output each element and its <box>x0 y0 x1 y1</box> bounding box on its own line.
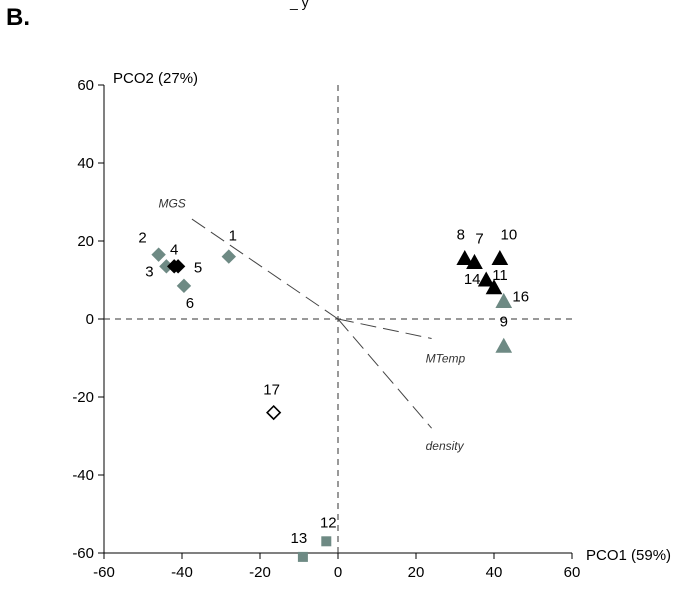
y-tick-label: 0 <box>86 311 94 328</box>
point-label: 9 <box>500 313 508 330</box>
square-point <box>321 536 332 547</box>
cropped-caption-text: _ y <box>290 0 309 10</box>
diamond-point <box>170 259 186 274</box>
triangle-point <box>456 250 474 266</box>
point-label: 7 <box>475 230 483 247</box>
diamond-point <box>221 249 237 264</box>
y-tick-label: -60 <box>72 545 94 562</box>
cropped-caption-fragment: _ y <box>0 0 691 10</box>
x-tick-label: -60 <box>93 564 115 581</box>
y-tick-label: -20 <box>72 389 94 406</box>
point-label: 3 <box>145 263 153 280</box>
vector-lines: MGS MTemp density <box>158 197 465 454</box>
x-tick-label: 60 <box>564 564 581 581</box>
diamond-point <box>266 404 282 421</box>
vector-label: MTemp <box>426 352 466 366</box>
triangle-point <box>485 279 503 295</box>
point-label: 11 <box>492 267 508 284</box>
x-tick-label: -20 <box>249 564 271 581</box>
y-tick-label: 20 <box>77 233 94 250</box>
axes: -60 -40 -20 0 20 40 60 60 40 20 0 -20 -40 -60 <box>72 77 580 581</box>
vector-line <box>189 217 339 320</box>
x-axis-title: PCO1 (59%) <box>586 547 671 564</box>
panel-label: B. <box>6 4 30 31</box>
point-label: 13 <box>291 530 308 547</box>
triangle-point <box>495 337 513 353</box>
vector-label: MGS <box>158 197 185 211</box>
point-label: 12 <box>320 514 337 531</box>
point-label: 4 <box>170 241 178 258</box>
x-tick-label: 40 <box>486 564 503 581</box>
y-tick-label: 60 <box>77 77 94 94</box>
point-label: 10 <box>501 227 518 244</box>
vector-line <box>337 318 432 429</box>
point-label: 5 <box>194 259 202 276</box>
y-tick-label: 40 <box>77 155 94 172</box>
point-label: 16 <box>512 288 529 305</box>
triangle-point <box>491 250 509 266</box>
vector-line <box>337 318 432 339</box>
y-axis-title: PCO2 (27%) <box>113 70 198 87</box>
triangle-point <box>477 271 495 287</box>
y-tick-label: -40 <box>72 467 94 484</box>
x-tick-label: -40 <box>171 564 193 581</box>
point-label: 17 <box>263 382 280 399</box>
x-tick-label: 20 <box>408 564 425 581</box>
x-tick-label: 0 <box>334 564 342 581</box>
point-label: 8 <box>457 227 465 244</box>
point-label: 2 <box>138 230 146 247</box>
square-point <box>297 551 308 562</box>
vector-label: density <box>426 439 465 453</box>
triangle-point <box>495 292 513 308</box>
point-label: 6 <box>186 295 194 312</box>
point-label: 1 <box>229 228 237 245</box>
diamond-point <box>151 247 166 262</box>
point-label: 14 <box>464 271 481 288</box>
diamond-point <box>176 278 192 294</box>
